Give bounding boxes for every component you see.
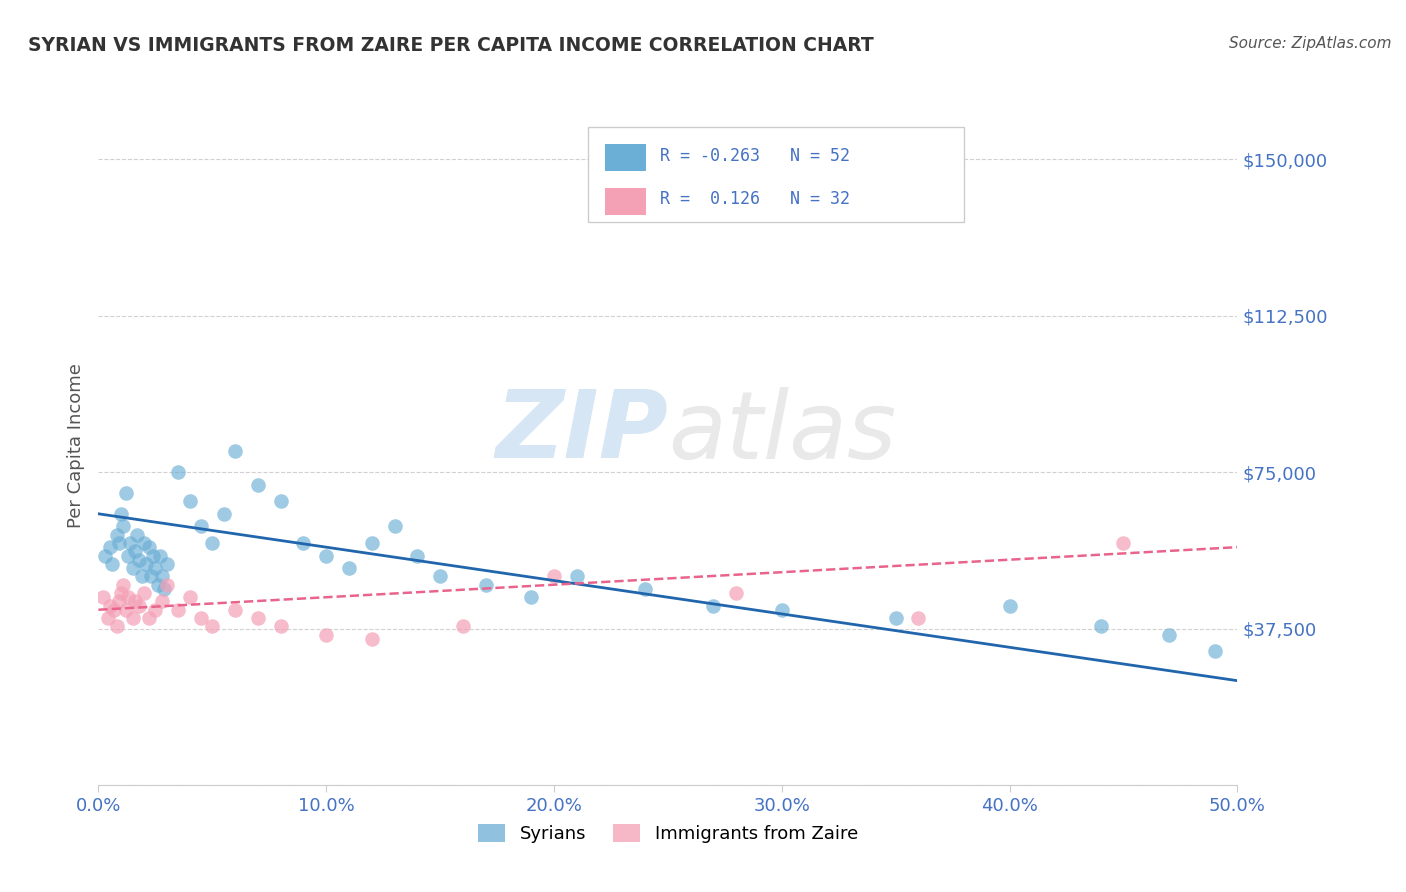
Point (212, 507, 235, 521)
Point (121, 561, 143, 575)
Point (246, 611, 269, 625)
Point (725, 586, 748, 600)
Point (131, 569, 153, 583)
Point (146, 578, 169, 592)
Point (145, 603, 167, 617)
Point (108, 594, 131, 608)
Point (114, 486, 136, 500)
Point (246, 477, 269, 491)
Point (179, 494, 201, 508)
Point (127, 527, 149, 541)
Point (1112, 536, 1135, 550)
Point (108, 536, 131, 550)
Point (105, 619, 128, 633)
Point (451, 619, 474, 633)
Point (112, 519, 135, 533)
Point (337, 561, 360, 575)
Point (315, 549, 337, 563)
Point (135, 557, 157, 571)
Point (128, 599, 150, 613)
Point (110, 586, 132, 600)
Point (360, 632, 382, 646)
Text: R = -0.263   N = 52: R = -0.263 N = 52 (659, 147, 849, 165)
Point (145, 561, 167, 575)
Point (224, 603, 246, 617)
Point (156, 557, 179, 571)
Point (384, 519, 406, 533)
Point (190, 519, 212, 533)
Point (121, 611, 143, 625)
Point (167, 465, 190, 479)
Point (150, 594, 173, 608)
Point (702, 599, 724, 613)
Point (884, 611, 907, 625)
Point (98, 540, 121, 554)
Point (406, 549, 429, 563)
Point (190, 611, 212, 625)
Point (128, 552, 150, 566)
Point (634, 582, 657, 596)
Point (138, 540, 160, 554)
Point (96, 611, 118, 625)
Point (117, 549, 139, 563)
Point (1157, 628, 1180, 642)
Point (167, 603, 190, 617)
Point (142, 549, 165, 563)
Point (150, 569, 173, 583)
Point (124, 544, 146, 558)
Point (101, 557, 124, 571)
Point (179, 591, 201, 605)
Point (201, 536, 224, 550)
Point (224, 444, 246, 458)
Point (103, 603, 125, 617)
Point (565, 569, 588, 583)
Point (114, 603, 136, 617)
Point (138, 611, 160, 625)
Point (315, 628, 337, 642)
Point (120, 536, 142, 550)
Point (124, 594, 146, 608)
Legend: Syrians, Immigrants from Zaire: Syrians, Immigrants from Zaire (471, 817, 865, 850)
Point (117, 591, 139, 605)
Point (429, 569, 451, 583)
Text: ZIP: ZIP (495, 386, 668, 478)
Point (270, 494, 292, 508)
Y-axis label: Per Capita Income: Per Capita Income (66, 364, 84, 528)
Bar (605, 187, 647, 215)
Point (201, 619, 224, 633)
Point (907, 611, 929, 625)
Text: atlas: atlas (668, 387, 896, 478)
Text: Source: ZipAtlas.com: Source: ZipAtlas.com (1229, 36, 1392, 51)
Point (292, 536, 315, 550)
Point (132, 586, 155, 600)
Point (94, 549, 117, 563)
Point (543, 569, 565, 583)
Point (156, 578, 179, 592)
Point (998, 599, 1021, 613)
Point (139, 569, 162, 583)
Point (98, 599, 121, 613)
Point (770, 603, 793, 617)
Point (91, 591, 114, 605)
Text: R =  0.126   N = 32: R = 0.126 N = 32 (659, 190, 849, 209)
Point (1204, 644, 1226, 658)
Bar (588, 128, 965, 222)
Bar (605, 145, 647, 171)
Point (112, 578, 135, 592)
Point (1090, 619, 1112, 633)
Point (132, 536, 155, 550)
Text: SYRIAN VS IMMIGRANTS FROM ZAIRE PER CAPITA INCOME CORRELATION CHART: SYRIAN VS IMMIGRANTS FROM ZAIRE PER CAPI… (28, 36, 875, 54)
Point (270, 619, 292, 633)
Point (474, 578, 496, 592)
Point (110, 507, 132, 521)
Point (149, 549, 172, 563)
Point (105, 527, 128, 541)
Point (153, 582, 176, 596)
Point (360, 536, 382, 550)
Point (520, 591, 543, 605)
